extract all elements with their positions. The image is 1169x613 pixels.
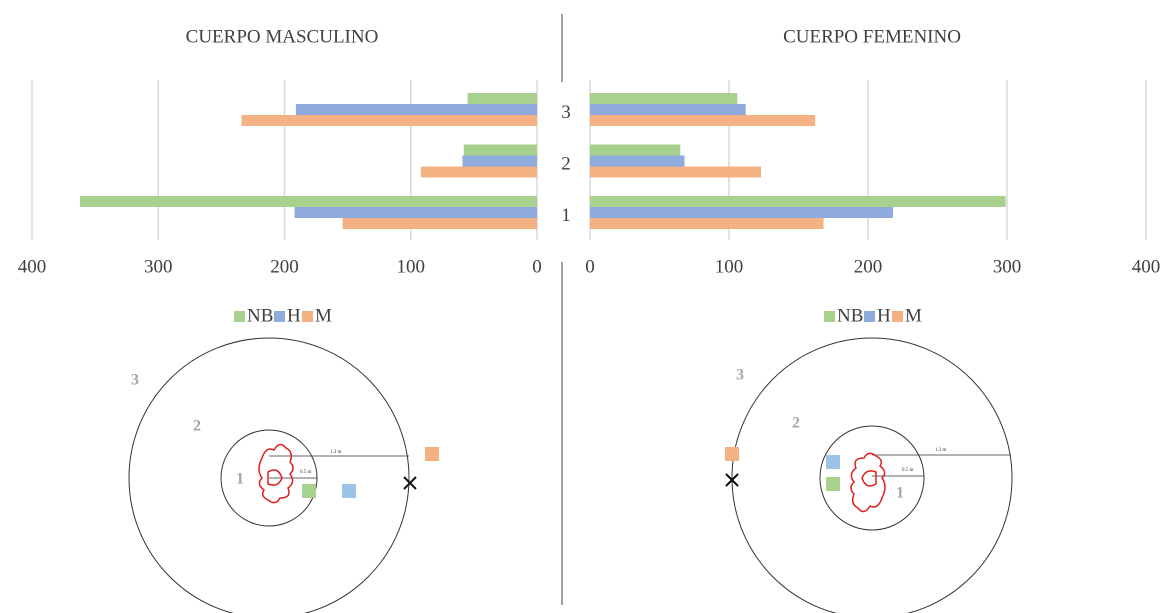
marker: [826, 477, 840, 491]
diagram: 3 2 1 1.3 m 0.5 m: [725, 338, 1012, 613]
legend-swatch: [234, 311, 245, 322]
marker: [425, 447, 439, 461]
bar: [296, 104, 537, 115]
x-tick-label: 400: [18, 256, 47, 277]
category-label: 3: [561, 102, 571, 123]
bar: [464, 145, 537, 156]
bar: [463, 156, 537, 167]
zone-label: 1: [236, 471, 244, 488]
bar: [80, 196, 537, 207]
distance-label: 1.3 m: [330, 450, 342, 455]
marker: [826, 455, 840, 469]
zone-label: 1: [896, 485, 904, 502]
legend-swatch: [302, 311, 313, 322]
category-label: 1: [561, 205, 571, 226]
x-tick-label: 200: [854, 256, 883, 277]
marker: [302, 484, 316, 498]
bar: [590, 196, 1006, 207]
legend-swatch: [824, 311, 835, 322]
x-tick-label: 200: [270, 256, 299, 277]
zone-label: 3: [131, 372, 139, 389]
person: [259, 444, 293, 502]
bar: [242, 115, 537, 126]
x-tick-label: 300: [144, 256, 173, 277]
bar: [590, 145, 680, 156]
legend-label: NB: [247, 305, 273, 326]
marker: [725, 447, 739, 461]
page: CUERPO MASCULINO CUERPO FEMENINO 3 2 1 1…: [0, 0, 1169, 613]
bar: [590, 104, 746, 115]
distance-label: 1.3 m: [935, 448, 947, 453]
zone-label: 3: [736, 367, 744, 384]
chart-title: CUERPO MASCULINO: [186, 26, 379, 47]
legend-label: M: [905, 305, 922, 326]
bar: [421, 167, 537, 178]
cross: [404, 477, 416, 489]
chart-title: CUERPO FEMENINO: [783, 26, 961, 47]
category-label: 2: [561, 153, 571, 174]
x-tick-label: 300: [993, 256, 1022, 277]
legend-label: NB: [837, 305, 863, 326]
distance-label: 0.5 m: [300, 470, 312, 475]
legend-swatch: [864, 311, 875, 322]
x-tick-label: 100: [397, 256, 426, 277]
legend-swatch: [892, 311, 903, 322]
bar: [295, 207, 537, 218]
zone-label: 2: [792, 415, 800, 432]
bar: [590, 167, 761, 178]
bar: [590, 207, 893, 218]
diagram: 3 2 1 1.3 m 0.5 m: [129, 338, 439, 613]
distance-label: 0.5 m: [902, 468, 914, 473]
bar: [590, 93, 737, 104]
bar: [343, 218, 537, 229]
x-tick-label: 0: [532, 256, 542, 277]
bar: [590, 218, 824, 229]
x-tick-label: 100: [715, 256, 744, 277]
legend-label: H: [287, 305, 301, 326]
x-tick-label: 400: [1132, 256, 1161, 277]
marker: [342, 484, 356, 498]
legend-swatch: [274, 311, 285, 322]
bar: [590, 115, 815, 126]
zone-label: 2: [193, 418, 201, 435]
outer-circle: [129, 338, 409, 613]
bar: [590, 156, 685, 167]
legend-label: H: [877, 305, 891, 326]
bar: [468, 93, 537, 104]
x-tick-label: 0: [585, 256, 595, 277]
person: [851, 453, 885, 511]
outer-circle: [732, 338, 1012, 613]
legend-label: M: [315, 305, 332, 326]
